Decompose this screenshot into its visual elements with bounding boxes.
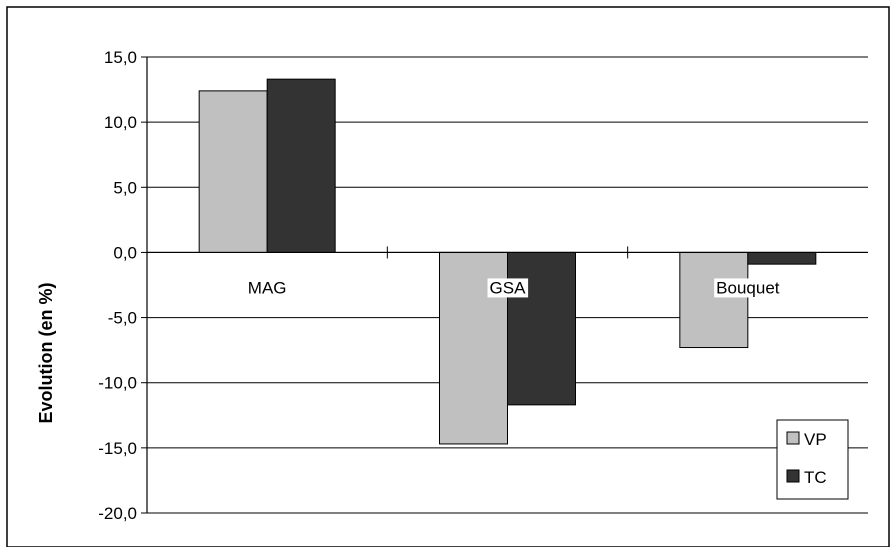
y-tick-label: -10,0 — [98, 374, 137, 393]
bar-vp-bouquet — [679, 251, 749, 349]
legend-label-tc: TC — [804, 468, 827, 487]
legend-swatch-vp — [786, 431, 800, 445]
labels: MAG GSA Bouquet — [245, 278, 782, 298]
bars — [198, 78, 817, 445]
legend: VP TC — [776, 419, 849, 500]
legend-swatch-tc — [786, 469, 800, 483]
bar-tc-gsa — [507, 251, 576, 406]
category-label: GSA — [490, 278, 527, 297]
category-label-bg — [245, 278, 289, 298]
bar-tc-mag — [266, 78, 336, 253]
y-axis-label: Evolution (en %) — [36, 283, 56, 424]
y-tick-label: 0,0 — [113, 243, 137, 262]
category-label-bg — [487, 278, 529, 298]
y-tick-label: 5,0 — [113, 178, 137, 197]
bar-tc-bouquet — [747, 251, 817, 265]
y-tick-label: 15,0 — [104, 48, 137, 67]
y-tick-label: -20,0 — [98, 504, 137, 523]
y-tick-label: 10,0 — [104, 113, 137, 132]
y-tick-label: -15,0 — [98, 439, 137, 458]
legend-label-vp: VP — [804, 430, 827, 449]
axes: 15,0 10,0 5,0 0,0 -5,0 -10,0 -15,0 -20,0 — [98, 48, 868, 523]
bar-vp-mag — [198, 90, 268, 253]
y-tick-label: -5,0 — [108, 309, 137, 328]
category-label: MAG — [248, 278, 287, 297]
category-label-bg — [714, 278, 782, 298]
category-label: Bouquet — [716, 278, 780, 297]
